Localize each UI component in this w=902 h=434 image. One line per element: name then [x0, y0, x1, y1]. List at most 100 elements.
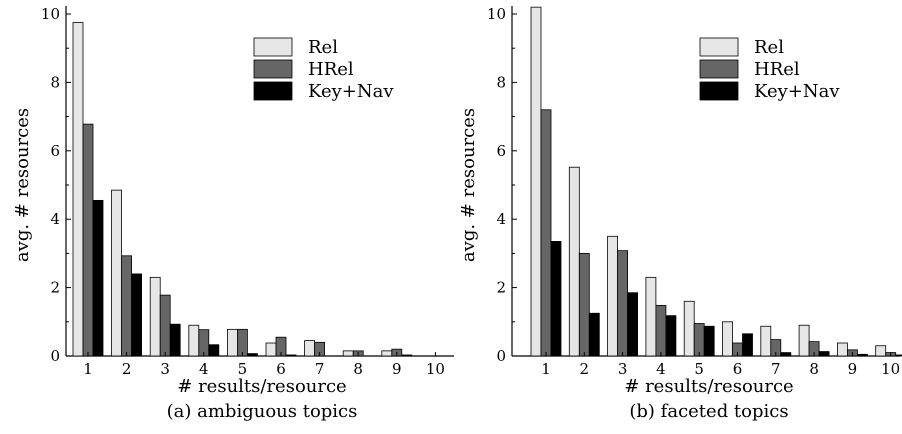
legend-swatch	[253, 81, 293, 101]
bar-hrel-4	[655, 304, 667, 357]
x-axis-label: # results/resource	[624, 376, 793, 397]
bar-hrel-5	[236, 328, 248, 357]
bar-key-nav-4	[208, 344, 220, 357]
legend-swatch	[253, 59, 293, 79]
y-tick-label: 4	[50, 210, 60, 228]
legend-label: Key+Nav	[308, 81, 394, 102]
y-axis-label: avg. # resources	[12, 108, 33, 262]
bar-rel-5	[683, 300, 695, 357]
x-tick-label: 8	[353, 360, 363, 378]
y-tick-label: 4	[496, 210, 506, 228]
bar-key-nav-6	[285, 354, 297, 357]
x-tick-label: 7	[771, 360, 781, 378]
bar-rel-9	[837, 342, 848, 357]
x-tick-label: 3	[618, 360, 628, 378]
x-tick-label: 9	[848, 360, 858, 378]
bar-key-nav-9	[857, 353, 868, 357]
x-tick-label: 1	[83, 360, 93, 378]
bar-rel-1	[530, 6, 542, 357]
x-tick-label: 9	[392, 360, 402, 378]
y-tick-label: 10	[41, 5, 60, 23]
bar-key-nav-7	[780, 352, 792, 357]
panel-caption: (a) ambiguous topics	[167, 401, 358, 422]
y-tick-label: 0	[50, 347, 60, 365]
bar-rel-5	[226, 328, 238, 357]
bar-rel-9	[381, 350, 393, 357]
x-tick-label: 5	[694, 360, 704, 378]
x-tick-label: 8	[809, 360, 819, 378]
panel-caption: (b) faceted topics	[629, 401, 788, 422]
bar-rel-4	[188, 324, 200, 357]
legend-label: Rel	[308, 37, 338, 58]
bar-rel-8	[342, 350, 354, 357]
bar-hrel-2	[121, 255, 132, 357]
legend-swatch	[699, 59, 739, 79]
legend-label: Rel	[754, 37, 784, 58]
bar-rel-7	[760, 325, 772, 357]
y-tick-label: 2	[496, 279, 506, 297]
y-axis-label: avg. # resources	[458, 108, 479, 262]
y-tick-label: 6	[496, 142, 506, 160]
bar-key-nav-5	[703, 325, 715, 357]
x-tick-label: 10	[426, 360, 445, 378]
x-tick-label: 2	[122, 360, 132, 378]
x-tick-label: 4	[199, 360, 209, 378]
x-tick-label: 10	[881, 360, 900, 378]
y-tick-label: 6	[50, 142, 60, 160]
bar-key-nav-6	[742, 333, 753, 357]
bar-rel-3	[149, 276, 161, 357]
bar-hrel-3	[159, 294, 171, 357]
bar-key-nav-9	[401, 354, 413, 357]
x-tick-label: 1	[541, 360, 551, 378]
legend-swatch	[699, 81, 739, 101]
bar-key-nav-8	[818, 351, 830, 357]
bar-hrel-2	[578, 252, 590, 357]
bar-rel-10	[875, 345, 887, 357]
bar-key-nav-4	[665, 315, 677, 357]
bar-key-nav-1	[92, 199, 104, 357]
bar-key-nav-1	[550, 241, 562, 357]
bar-hrel-1	[82, 123, 94, 357]
y-tick-label: 2	[50, 279, 60, 297]
legend-swatch	[253, 37, 293, 57]
x-axis-label: # results/resource	[177, 376, 346, 397]
x-tick-label: 5	[238, 360, 248, 378]
x-tick-label: 6	[733, 360, 743, 378]
bar-key-nav-10	[895, 354, 902, 357]
x-tick-label: 3	[160, 360, 170, 378]
y-tick-label: 0	[496, 347, 506, 365]
bar-rel-2	[111, 189, 122, 357]
legend-label: Key+Nav	[754, 81, 840, 102]
bar-hrel-5	[693, 323, 705, 357]
x-tick-label: 4	[656, 360, 666, 378]
legend-label: HRel	[308, 59, 354, 80]
bar-rel-7	[304, 340, 316, 357]
legend-swatch	[699, 37, 739, 57]
bar-key-nav-2	[131, 273, 143, 357]
bar-hrel-3	[617, 250, 628, 357]
bar-rel-4	[645, 276, 657, 357]
bar-hrel-1	[540, 109, 552, 357]
x-tick-label: 6	[276, 360, 286, 378]
bar-key-nav-5	[246, 353, 258, 357]
x-tick-label: 2	[580, 360, 590, 378]
bar-rel-8	[798, 324, 810, 357]
x-tick-label: 7	[315, 360, 325, 378]
bar-key-nav-3	[627, 292, 638, 357]
bar-rel-6	[265, 342, 277, 357]
bar-key-nav-2	[588, 312, 600, 357]
y-tick-label: 10	[487, 5, 506, 23]
y-tick-label: 8	[50, 73, 60, 91]
bar-rel-3	[607, 235, 618, 357]
bar-key-nav-3	[169, 323, 181, 357]
bar-rel-2	[568, 166, 580, 357]
y-tick-label: 8	[496, 73, 506, 91]
bar-rel-6	[722, 321, 733, 357]
bar-rel-1	[72, 22, 84, 357]
legend-label: HRel	[754, 59, 800, 80]
